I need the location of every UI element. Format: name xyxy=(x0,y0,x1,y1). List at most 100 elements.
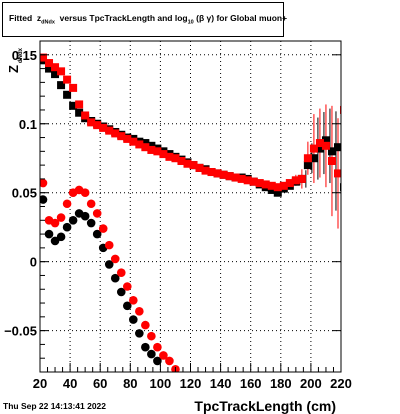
data-point-circle xyxy=(92,209,102,218)
data-point-square xyxy=(237,174,246,183)
data-point-circle xyxy=(40,195,48,204)
data-point-square xyxy=(219,170,228,179)
data-point-circle xyxy=(56,213,66,222)
title-sub-10: 10 xyxy=(187,19,194,26)
data-point-square xyxy=(273,183,282,192)
data-point-circle xyxy=(147,331,156,341)
y-tick-label: 0.15 xyxy=(12,48,37,63)
x-tick-label: 60 xyxy=(93,376,107,391)
data-point-square xyxy=(309,144,318,153)
x-tick-label: 160 xyxy=(240,376,262,391)
data-point-square xyxy=(249,177,258,186)
data-point-circle xyxy=(129,315,138,324)
data-point-circle xyxy=(110,273,120,283)
data-point-circle xyxy=(110,254,120,264)
data-point-square xyxy=(75,100,84,109)
data-point-circle xyxy=(62,199,72,209)
data-point-circle xyxy=(116,268,126,278)
data-point-circle xyxy=(135,307,144,316)
data-point-circle xyxy=(86,218,96,228)
data-point-square xyxy=(105,126,114,135)
data-point-square xyxy=(147,141,156,150)
data-point-square xyxy=(321,136,330,145)
data-point-square xyxy=(81,111,90,120)
data-point-circle xyxy=(50,218,60,228)
data-point-square xyxy=(40,53,48,62)
data-point-square xyxy=(315,144,324,153)
data-point-square xyxy=(273,188,282,197)
data-point-circle xyxy=(86,199,96,209)
data-point-circle xyxy=(80,211,90,221)
data-markers xyxy=(40,53,341,372)
data-point-square xyxy=(291,176,300,185)
data-point-square xyxy=(135,140,144,149)
data-point-square xyxy=(45,59,54,68)
data-point-square xyxy=(243,176,252,185)
x-tick-label: 220 xyxy=(330,376,352,391)
y-axis-label-sub: dNdx xyxy=(18,47,24,63)
title-z: z xyxy=(36,13,42,24)
x-tick-label: 80 xyxy=(123,376,137,391)
data-point-circle xyxy=(92,229,102,239)
data-point-circle xyxy=(135,329,144,338)
data-point-square xyxy=(69,101,78,110)
data-point-circle xyxy=(159,351,168,360)
data-point-circle xyxy=(104,240,114,250)
data-point-square xyxy=(45,64,54,73)
data-point-square xyxy=(57,67,66,76)
data-point-square xyxy=(213,169,222,178)
data-point-circle xyxy=(147,349,156,359)
axis-ticks xyxy=(39,40,342,373)
data-point-square xyxy=(141,139,150,148)
data-point-circle xyxy=(80,188,90,198)
data-point-square xyxy=(117,132,126,141)
data-point-square xyxy=(195,163,204,172)
data-point-square xyxy=(207,168,216,177)
x-tick-labels: 20 40 60 80 100 120 140 160 180 200 220 xyxy=(33,376,352,391)
x-tick-label: 200 xyxy=(300,376,322,391)
data-point-circle xyxy=(62,222,72,232)
data-point-square xyxy=(321,141,330,150)
data-point-circle xyxy=(153,356,162,366)
data-point-square xyxy=(51,63,60,72)
grid-lines xyxy=(39,41,342,372)
data-point-circle xyxy=(129,295,138,305)
data-point-square xyxy=(297,174,306,183)
data-point-square xyxy=(129,137,138,146)
data-point-square xyxy=(327,147,336,156)
title-suffix: for Global muon+ xyxy=(216,13,288,24)
data-point-square xyxy=(159,150,168,159)
y-tick-label: 0.1 xyxy=(19,117,37,132)
data-point-square xyxy=(69,83,78,92)
x-axis-label: TpcTrackLength (cm) xyxy=(194,398,336,414)
data-point-square xyxy=(267,181,276,190)
data-point-circle xyxy=(44,229,54,239)
data-point-square xyxy=(309,154,318,163)
y-axis-label: Z dNdx xyxy=(6,47,24,73)
y-tick-label: −0.05 xyxy=(4,324,37,339)
y-axis-label-main: Z xyxy=(6,65,21,73)
x-tick-label: 100 xyxy=(150,376,172,391)
data-point-circle xyxy=(40,178,48,188)
data-point-square xyxy=(123,134,132,143)
data-point-circle xyxy=(165,356,174,366)
data-point-square xyxy=(189,161,198,170)
data-point-square xyxy=(63,75,72,84)
x-tick-label: 20 xyxy=(33,376,47,391)
data-point-circle xyxy=(104,260,114,269)
data-point-square xyxy=(261,180,270,189)
data-point-square xyxy=(87,118,96,127)
data-point-square xyxy=(75,108,84,117)
data-point-square xyxy=(225,172,234,181)
chart-title-box: Fitted zdNdx versus TpcTrackLength and l… xyxy=(2,2,288,37)
data-point-square xyxy=(255,179,264,188)
footer-date: Thu Sep 22 14:13:41 2022 xyxy=(3,401,107,411)
data-point-square xyxy=(165,152,174,161)
title-mid: versus TpcTrackLength and log xyxy=(59,13,188,24)
data-point-square xyxy=(279,181,288,190)
data-point-square xyxy=(141,143,150,152)
data-point-square xyxy=(303,154,312,163)
y-tick-labels: −0.05 0 0.05 0.1 0.15 xyxy=(4,48,37,339)
data-point-square xyxy=(183,159,192,168)
y-tick-label: 0.05 xyxy=(12,186,37,201)
